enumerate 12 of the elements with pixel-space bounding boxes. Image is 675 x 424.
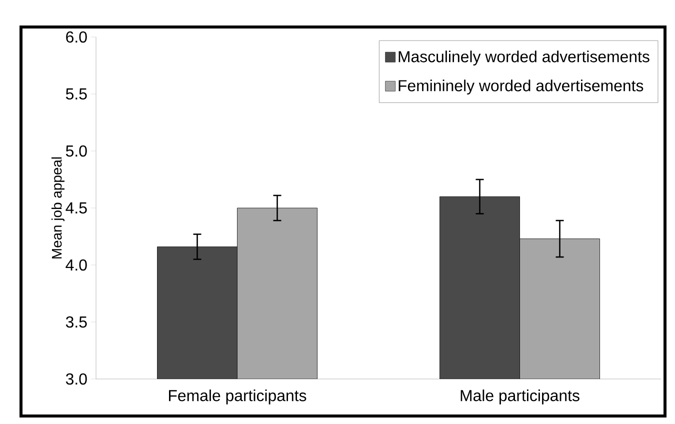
- y-tick-label: 4.0: [66, 259, 87, 271]
- legend-label: Femininely worded advertisements: [398, 80, 644, 94]
- x-tick-label: Female participants: [169, 390, 306, 404]
- y-tick-label: 3.5: [66, 316, 87, 328]
- y-tick-label: 4.5: [66, 202, 87, 214]
- y-axis-title: Mean job appeal: [51, 157, 64, 258]
- x-tick-label: Male participants: [460, 390, 580, 404]
- legend-label: Masculinely worded advertisements: [398, 50, 650, 66]
- y-tick-label: 6.0: [66, 31, 87, 43]
- y-tick-label: 3.0: [66, 373, 87, 385]
- y-tick-label: 5.0: [66, 145, 87, 157]
- y-tick-label: 5.5: [66, 88, 87, 100]
